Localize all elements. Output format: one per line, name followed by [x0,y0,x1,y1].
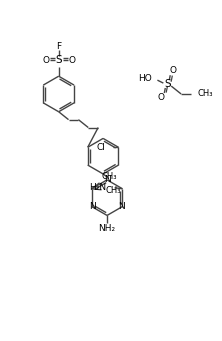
Text: O: O [42,56,49,65]
Text: Cl: Cl [97,143,106,152]
Text: O: O [170,66,177,75]
Text: O: O [158,93,165,102]
Text: N: N [118,202,125,211]
Text: CH₃: CH₃ [198,89,213,99]
Text: CH₃: CH₃ [102,173,117,181]
Text: O: O [68,56,75,65]
Text: S: S [55,55,62,65]
Text: CH₃: CH₃ [106,186,121,195]
Text: NH₂: NH₂ [99,224,116,233]
Text: F: F [56,42,61,51]
Text: N: N [104,175,110,184]
Text: S: S [164,79,170,89]
Text: H₂N: H₂N [89,183,107,192]
Text: HO: HO [138,74,151,83]
Text: N: N [89,202,96,211]
